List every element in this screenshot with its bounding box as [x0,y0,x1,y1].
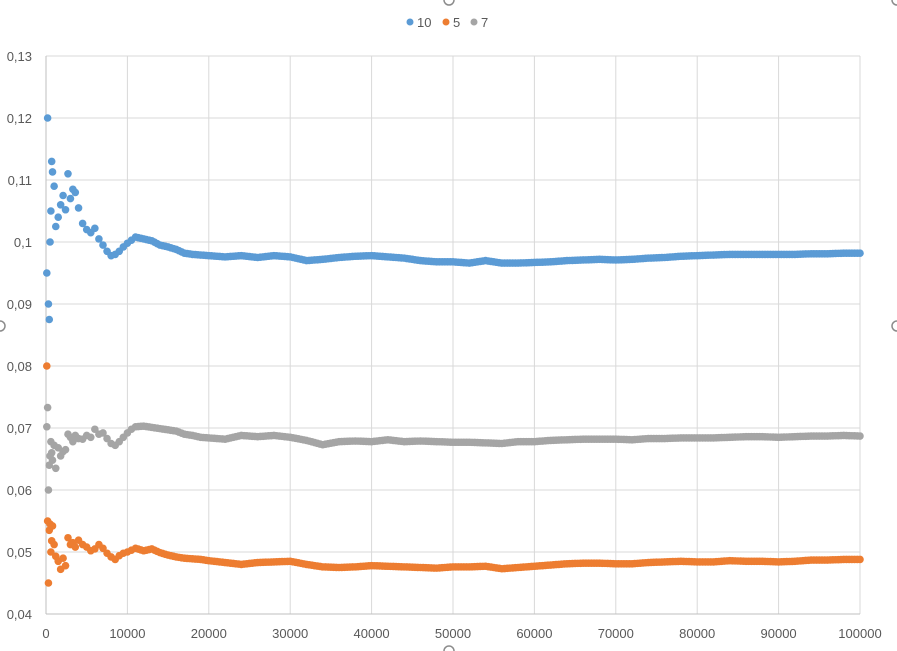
legend-item-series-7[interactable]: 7 [470,15,489,30]
data-point [47,449,56,457]
data-point [47,157,56,166]
selection-handle-left[interactable] [0,320,6,332]
data-point [47,207,55,215]
x-tick-label: 20000 [191,626,227,641]
selection-handle-top[interactable] [443,0,455,6]
data-point [71,188,80,197]
data-point [856,555,864,564]
y-tick-label: 0,04 [7,607,32,622]
data-point [64,533,72,542]
legend-label: 5 [453,15,460,30]
data-point [61,205,70,214]
data-point [99,241,107,249]
data-point [51,222,60,231]
data-point [44,486,53,494]
y-tick-label: 0,13 [7,49,32,64]
legend-marker [406,18,414,26]
data-point [91,224,99,233]
data-point [78,219,87,228]
data-point [95,235,103,243]
data-point [47,548,55,556]
data-point [69,437,77,446]
selection-handle-bottom[interactable] [443,645,455,651]
data-point [51,464,60,473]
data-point [50,540,58,549]
data-point [43,362,51,370]
data-point [59,191,67,200]
data-point [99,429,107,437]
series-5 [43,362,864,587]
y-tick-label: 0,06 [7,483,32,498]
data-point [74,204,83,212]
data-point [50,182,58,190]
y-tick-label: 0,1 [14,235,32,250]
data-point [44,300,53,308]
legend-item-series-10[interactable]: 10 [406,15,432,30]
series-7 [43,403,864,494]
data-point [46,238,54,246]
x-tick-label: 50000 [435,626,471,641]
y-tick-label: 0,09 [7,297,32,312]
data-point [43,422,51,431]
data-point [86,433,95,442]
data-point [61,445,70,454]
data-point [56,201,65,209]
x-tick-label: 90000 [761,626,797,641]
y-tick-label: 0,12 [7,111,32,126]
y-tick-label: 0,08 [7,359,32,374]
data-point [43,114,52,122]
legend-label: 7 [481,15,488,30]
data-point [71,543,80,551]
series-layer [43,114,864,587]
x-tick-label: 80000 [679,626,715,641]
data-point [59,554,67,562]
x-tick-label: 30000 [272,626,308,641]
legend-label: 10 [417,15,431,30]
grid [46,55,861,615]
data-point [43,269,51,277]
x-tick-label: 40000 [354,626,390,641]
data-point [44,579,53,587]
y-tick-label: 0,11 [8,173,32,188]
data-point [43,403,52,412]
data-point [61,561,70,570]
data-point [45,315,54,324]
selection-handle-top-right[interactable] [891,0,897,6]
data-point [48,168,57,176]
x-axis-tick-labels: 0 10000 20000 30000 40000 50000 60000 70000 8000… [42,626,881,641]
data-point [856,249,864,257]
y-axis-tick-labels: 0,04 0,05 0,06 0,07 0,08 0,09 0,1 0,11 0,12 0,13 [7,49,32,622]
y-tick-label: 0,07 [7,421,32,436]
data-point [48,522,57,530]
x-tick-label: 0 [42,626,49,641]
data-point [64,170,72,178]
selection-handle-right[interactable] [891,320,897,332]
series-10 [43,114,864,324]
data-point [48,456,57,465]
data-point [54,213,63,221]
x-tick-label: 10000 [109,626,145,641]
legend: 10 5 7 [406,15,489,30]
x-tick-label: 100000 [838,626,881,641]
legend-marker [470,18,478,26]
data-point [66,194,75,203]
legend-item-series-5[interactable]: 5 [442,15,461,30]
y-tick-label: 0,05 [7,545,32,560]
x-tick-label: 60000 [516,626,552,641]
data-point [856,432,864,440]
x-tick-label: 70000 [598,626,634,641]
legend-marker [442,18,450,26]
